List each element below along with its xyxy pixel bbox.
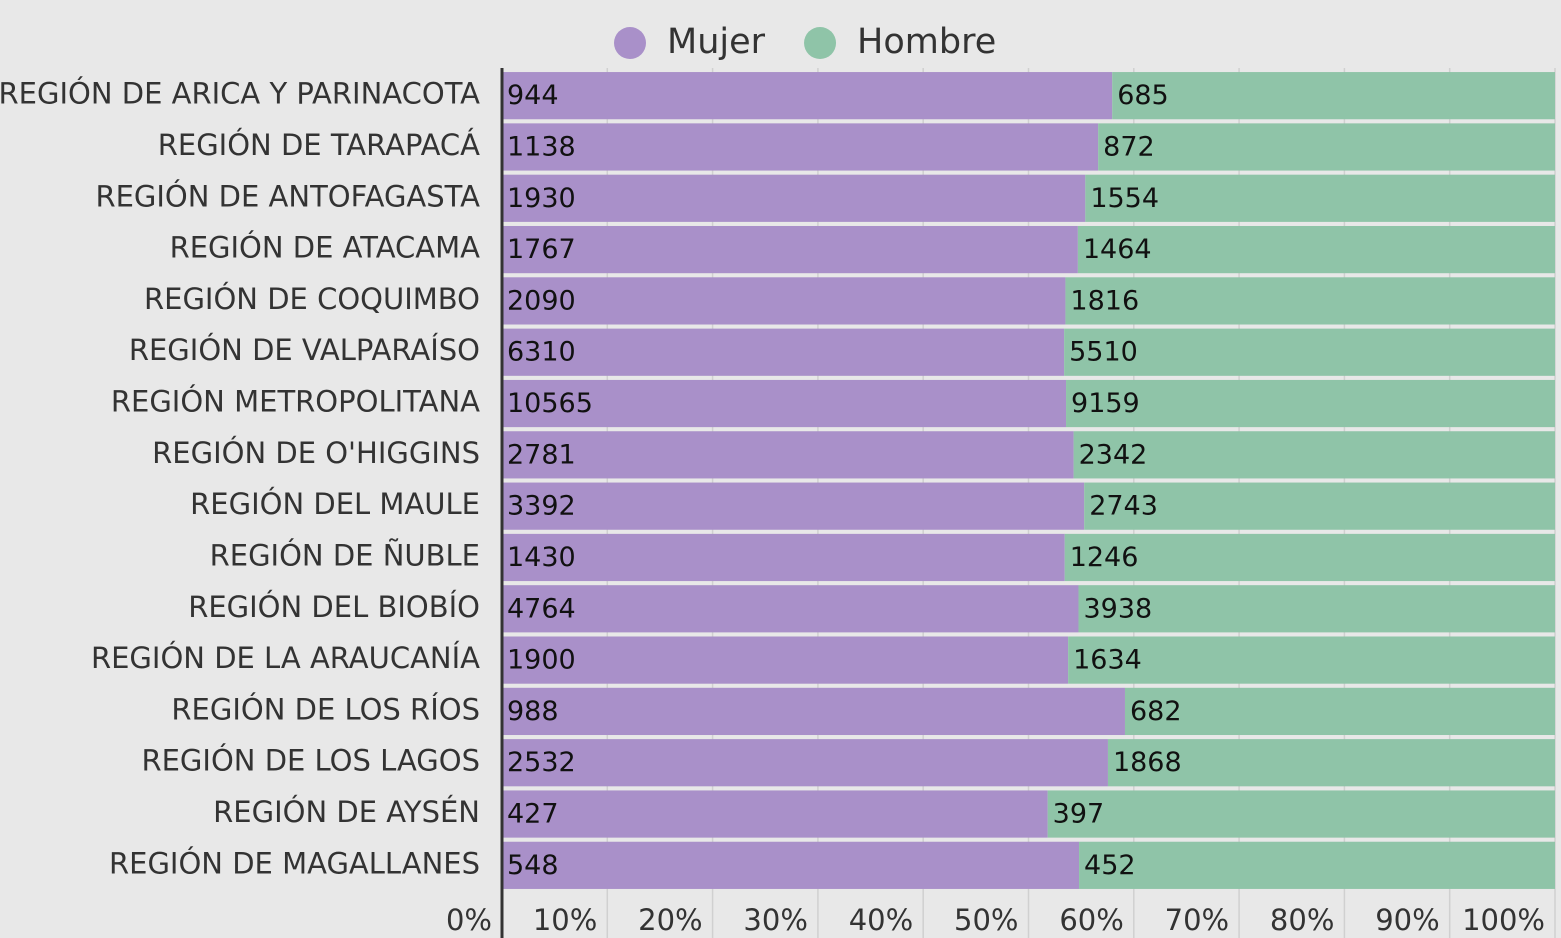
bar-segment (1085, 174, 1555, 222)
bar-segment (1068, 636, 1555, 684)
category-label: REGIÓN DE LOS LAGOS (141, 744, 480, 778)
bar-segment (1098, 123, 1555, 171)
legend-label: Hombre (857, 22, 996, 62)
category-label: REGIÓN DE VALPARAÍSO (129, 333, 480, 367)
x-tick-label: 50% (954, 903, 1018, 937)
value-label: 9159 (1071, 388, 1140, 419)
legend-marker (804, 27, 837, 59)
bar-segment (502, 277, 1066, 325)
value-label: 6310 (507, 337, 576, 368)
bar-segment (502, 431, 1074, 479)
value-label: 1816 (1070, 285, 1139, 316)
value-label: 872 (1103, 131, 1155, 162)
category-label: REGIÓN DE AYSÉN (213, 795, 480, 829)
value-label: 1554 (1090, 183, 1159, 214)
value-label: 1868 (1113, 747, 1182, 778)
bar-segment (502, 841, 1080, 889)
value-label: 5510 (1069, 337, 1138, 368)
bar-segment (1065, 277, 1555, 325)
category-label: REGIÓN METROPOLITANA (111, 385, 480, 419)
bar-segment (1112, 72, 1555, 120)
bar-segment (502, 174, 1086, 222)
bar-segment (502, 328, 1065, 376)
value-label: 988 (507, 696, 559, 727)
value-label: 427 (507, 799, 559, 830)
x-tick-label: 100% (1462, 903, 1545, 937)
bar-segment (502, 687, 1125, 736)
value-label: 682 (1130, 696, 1182, 727)
category-label: REGIÓN DE TARAPACÁ (158, 128, 480, 162)
bar-segment (502, 790, 1048, 838)
bar-segment (1064, 533, 1555, 582)
bar-segment (1047, 790, 1555, 838)
value-label: 2342 (1079, 439, 1148, 470)
category-label: REGIÓN DE ANTOFAGASTA (95, 179, 480, 213)
category-label: REGIÓN DE ATACAMA (170, 231, 481, 265)
bar-segment (1084, 482, 1555, 530)
bar-segment (502, 533, 1065, 582)
bar-segment (1078, 585, 1555, 633)
x-tick-label: 10% (533, 903, 597, 937)
value-label: 452 (1084, 850, 1136, 881)
value-label: 3938 (1083, 593, 1152, 624)
value-label: 1900 (507, 645, 576, 676)
bar-segment (1064, 328, 1555, 376)
x-tick-label: 90% (1375, 903, 1439, 937)
bar-segment (1107, 739, 1555, 787)
bar-segment (502, 72, 1113, 120)
bar-segment (1079, 841, 1555, 889)
legend-label: Mujer (667, 22, 766, 62)
category-label: REGIÓN DE COQUIMBO (144, 282, 480, 316)
x-tick-label: 0% (446, 903, 492, 937)
category-label: REGIÓN DE LA ARAUCANÍA (91, 641, 480, 675)
bar-segment (502, 482, 1085, 530)
bar-segment (1066, 379, 1555, 428)
bar-segment (502, 585, 1079, 633)
value-label: 2781 (507, 439, 576, 470)
bar-segment (502, 123, 1099, 171)
x-tick-label: 20% (638, 903, 702, 937)
value-label: 1464 (1083, 234, 1152, 265)
bar-segment (502, 379, 1067, 428)
value-label: 1246 (1070, 542, 1139, 573)
x-tick-label: 30% (743, 903, 807, 937)
category-label: REGIÓN DE O'HIGGINS (152, 436, 480, 470)
bar-segment (502, 636, 1069, 684)
category-label: REGIÓN DE MAGALLANES (109, 846, 480, 880)
value-label: 1634 (1073, 645, 1142, 676)
value-label: 2090 (507, 285, 576, 316)
category-label: REGIÓN DEL BIOBÍO (188, 590, 480, 624)
legend-marker (614, 27, 646, 59)
value-label: 2532 (507, 747, 576, 778)
value-label: 685 (1117, 80, 1169, 111)
x-tick-label: 70% (1165, 903, 1229, 937)
category-label: REGIÓN DEL MAULE (190, 487, 480, 521)
value-label: 397 (1053, 799, 1105, 830)
bar-segment (1073, 431, 1555, 479)
bar-segment (1124, 687, 1555, 736)
value-label: 944 (507, 80, 559, 111)
bar-segment (1077, 225, 1555, 274)
value-label: 1930 (507, 183, 576, 214)
category-label: REGIÓN DE ARICA Y PARINACOTA (0, 77, 480, 111)
x-tick-label: 80% (1270, 903, 1334, 937)
category-label: REGIÓN DE ÑUBLE (210, 538, 480, 572)
category-label: REGIÓN DE LOS RÍOS (171, 692, 480, 726)
x-tick-label: 60% (1059, 903, 1123, 937)
value-label: 3392 (507, 491, 576, 522)
x-tick-label: 40% (849, 903, 913, 937)
bar-segment (502, 739, 1108, 787)
value-label: 10565 (507, 388, 593, 419)
value-label: 4764 (507, 593, 576, 624)
value-label: 548 (507, 850, 559, 881)
bar-segment (502, 225, 1078, 274)
value-label: 1767 (507, 234, 576, 265)
value-label: 1138 (507, 131, 576, 162)
value-label: 2743 (1089, 491, 1158, 522)
value-label: 1430 (507, 542, 576, 573)
